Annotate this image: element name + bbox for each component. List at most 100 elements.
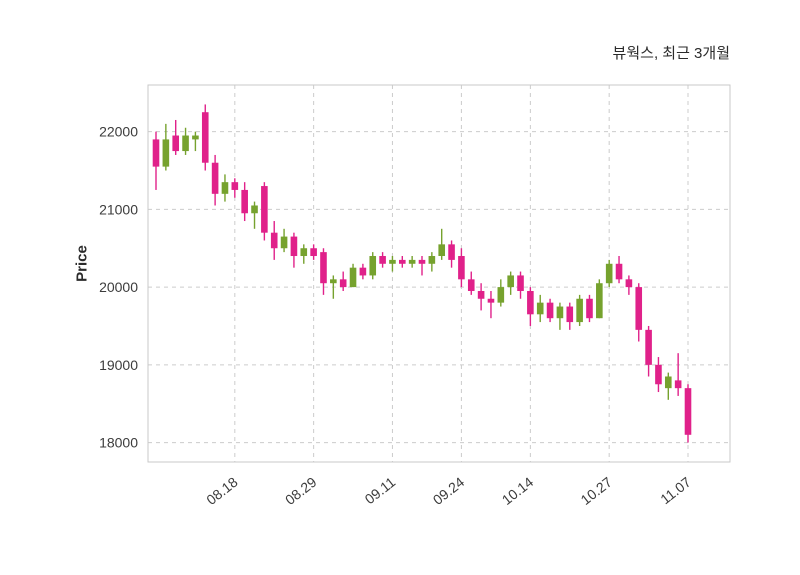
- y-tick-label: 21000: [99, 201, 138, 217]
- candle-body: [408, 259, 416, 264]
- candle-body: [556, 306, 564, 319]
- candle-body: [359, 267, 367, 276]
- candle-body: [615, 263, 623, 280]
- candle-body: [625, 279, 633, 288]
- candle-body: [261, 186, 268, 233]
- candle: [655, 357, 662, 393]
- candle: [487, 290, 495, 319]
- candle-body: [477, 290, 485, 299]
- candle-body: [507, 275, 514, 288]
- candle: [201, 104, 209, 171]
- candle: [359, 263, 367, 280]
- candle: [261, 182, 268, 241]
- candle-body: [684, 388, 692, 435]
- candle-body: [458, 256, 465, 280]
- x-tick-label: 09.11: [362, 474, 399, 508]
- candle-body: [398, 259, 406, 264]
- candle: [635, 283, 643, 342]
- candle-body: [389, 259, 396, 264]
- x-tick-label: 08.18: [203, 474, 241, 508]
- candle-body: [428, 256, 436, 264]
- candle: [536, 294, 544, 323]
- candle: [448, 240, 455, 268]
- plot-border: [147, 84, 731, 463]
- chart-title: 뷰웍스, 최근 3개월: [612, 45, 730, 62]
- candle: [408, 256, 416, 268]
- y-tick-label: 18000: [99, 435, 138, 451]
- candle: [320, 248, 327, 295]
- candle-body: [241, 189, 248, 214]
- x-tick-label: 09.24: [430, 474, 468, 508]
- candle-body: [645, 329, 652, 365]
- candle: [674, 353, 682, 396]
- x-tick-label: 10.27: [578, 474, 616, 508]
- candle-body: [655, 364, 662, 385]
- candle-body: [270, 232, 278, 249]
- y-axis-title: Price: [73, 245, 91, 282]
- candle-body: [172, 135, 180, 152]
- candle: [310, 244, 317, 260]
- candle-body: [438, 244, 446, 257]
- candle: [389, 256, 396, 272]
- candle-body: [310, 248, 317, 257]
- candle-body: [536, 302, 544, 315]
- candle: [527, 287, 534, 326]
- candle: [251, 201, 258, 229]
- candle: [546, 298, 554, 323]
- candle-body: [251, 205, 258, 214]
- x-tick-label: 11.07: [657, 474, 694, 508]
- candle: [566, 302, 574, 330]
- candle: [615, 256, 623, 284]
- x-tick-label: 08.29: [282, 474, 320, 508]
- candle: [684, 384, 692, 443]
- candle-body: [664, 376, 672, 389]
- candle: [596, 279, 603, 319]
- candle-body: [596, 283, 603, 319]
- candle: [497, 279, 505, 307]
- candle: [645, 325, 652, 377]
- candle-body: [152, 139, 160, 167]
- candle-body: [192, 135, 199, 140]
- candle-body: [349, 267, 357, 288]
- candle: [398, 256, 406, 268]
- candle: [586, 294, 593, 323]
- candle-body: [300, 248, 308, 257]
- candle-body: [339, 279, 347, 288]
- candle: [221, 174, 229, 202]
- candle-body: [487, 298, 495, 303]
- candle-body: [448, 244, 455, 260]
- candle: [270, 221, 278, 260]
- candle: [467, 271, 475, 295]
- candle-body: [221, 182, 229, 194]
- candle: [349, 263, 357, 288]
- candle: [290, 232, 298, 268]
- candle: [241, 182, 248, 222]
- candle-body: [330, 279, 337, 284]
- candle: [162, 123, 170, 171]
- candle: [182, 127, 189, 155]
- candle: [507, 271, 514, 295]
- candle-body: [369, 256, 377, 276]
- candle: [379, 252, 386, 268]
- candle: [300, 244, 308, 264]
- candle: [477, 283, 485, 311]
- candle: [576, 294, 583, 326]
- candle: [458, 248, 465, 288]
- candle-body: [517, 275, 524, 291]
- candle-body: [566, 306, 574, 323]
- candle-body: [576, 298, 583, 323]
- candle: [517, 271, 524, 299]
- candle: [369, 252, 377, 280]
- candle: [192, 131, 199, 152]
- candle-body: [211, 162, 219, 194]
- candle-body: [546, 302, 554, 319]
- candle-body: [586, 298, 593, 319]
- candle: [625, 275, 633, 295]
- candle: [556, 302, 564, 330]
- y-tick-label: 22000: [99, 124, 138, 140]
- candle: [280, 228, 288, 253]
- candle-body: [467, 279, 475, 291]
- candle: [330, 275, 337, 299]
- candle-body: [231, 182, 239, 190]
